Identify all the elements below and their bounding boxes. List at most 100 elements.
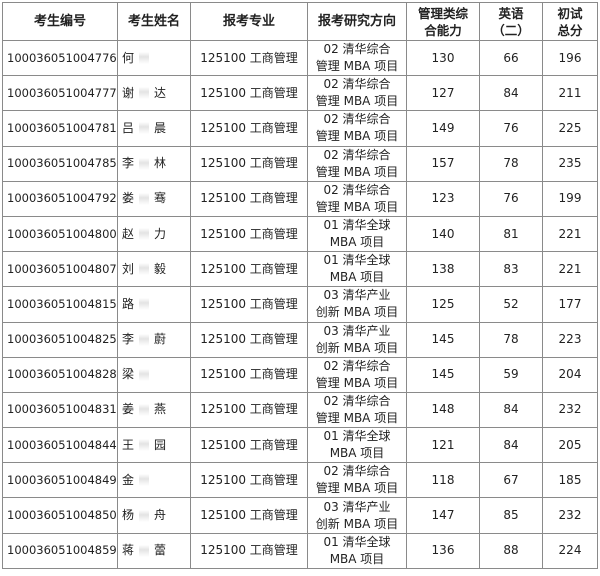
header-name: 考生姓名: [117, 2, 191, 41]
header-total-label: 初试总分: [557, 5, 583, 38]
direction: 02 清华综合 管理 MBA 项目: [307, 462, 407, 499]
total-score: 232: [542, 497, 598, 534]
candidate-name: 赵力: [117, 215, 191, 253]
given-name: 骞: [154, 191, 167, 206]
total-score: 185: [542, 462, 598, 499]
major: 125100 工商管理: [190, 75, 308, 112]
masked-char: [139, 403, 150, 416]
english-score: 83: [479, 251, 543, 288]
table-row: 100036051004800 赵力 125100 工商管理 01 清华全球 MBA 项…: [2, 215, 598, 253]
score-table: 考生编号 考生姓名 报考专业 报考研究方向 管理类综 合能力 英语（二） 初试总分…: [2, 2, 598, 569]
direction: 02 清华综合 管理 MBA 项目: [307, 356, 407, 393]
surname: 姜: [122, 402, 135, 417]
total-score: 196: [542, 39, 598, 77]
given-name: 园: [154, 437, 167, 452]
direction-line-1: 02 清华综合: [323, 42, 391, 57]
direction: 01 清华全球 MBA 项目: [307, 215, 407, 253]
major: 125100 工商管理: [190, 39, 308, 77]
direction-line-2: 管理 MBA 项目: [315, 59, 399, 74]
masked-char: [139, 368, 150, 381]
total-score: 223: [542, 321, 598, 358]
major: 125100 工商管理: [190, 286, 308, 323]
english-score: 76: [479, 180, 543, 217]
direction-line-1: 02 清华综合: [323, 77, 391, 92]
mgmt-score: 145: [406, 321, 480, 358]
header-english: 英语（二）: [479, 2, 543, 41]
major: 125100 工商管理: [190, 180, 308, 217]
direction-line-2: 管理 MBA 项目: [315, 129, 399, 144]
english-score: 81: [479, 215, 543, 253]
direction: 03 清华产业 创新 MBA 项目: [307, 286, 407, 323]
english-score: 76: [479, 110, 543, 147]
direction-line-1: 03 清华产业: [323, 288, 391, 303]
masked-char: [139, 333, 150, 346]
major: 125100 工商管理: [190, 497, 308, 534]
direction-line-2: 管理 MBA 项目: [315, 410, 399, 425]
mgmt-score: 149: [406, 110, 480, 147]
total-score: 204: [542, 356, 598, 393]
candidate-id: 100036051004825: [2, 321, 118, 358]
candidate-name: 姜燕: [117, 391, 191, 429]
masked-char: [139, 544, 150, 557]
mgmt-score: 118: [406, 462, 480, 499]
candidate-id: 100036051004844: [2, 427, 118, 464]
surname: 王: [122, 437, 135, 452]
table-row: 100036051004831 姜燕 125100 工商管理 02 清华综合 管理 MB…: [2, 391, 598, 429]
english-score: 52: [479, 286, 543, 323]
direction: 02 清华综合 管理 MBA 项目: [307, 391, 407, 429]
surname: 路: [122, 296, 135, 311]
direction: 02 清华综合 管理 MBA 项目: [307, 145, 407, 182]
candidate-id: 100036051004831: [2, 391, 118, 429]
direction-line-2: MBA 项目: [329, 446, 385, 461]
candidate-name: 娄骞: [117, 180, 191, 217]
table-row: 100036051004776 何 125100 工商管理 02 清华综合 管理 MBA…: [2, 39, 598, 77]
candidate-id: 100036051004776: [2, 39, 118, 77]
table-row: 100036051004849 金 125100 工商管理 02 清华综合 管理 MBA…: [2, 462, 598, 499]
surname: 梁: [122, 367, 135, 382]
table-row: 100036051004825 李蔚 125100 工商管理 03 清华产业 创新 MB…: [2, 321, 598, 358]
direction-line-1: 02 清华综合: [323, 112, 391, 127]
major: 125100 工商管理: [190, 110, 308, 147]
candidate-id: 100036051004849: [2, 462, 118, 499]
surname: 谢: [122, 85, 135, 100]
masked-char: [139, 157, 150, 170]
masked-char: [139, 228, 150, 241]
direction-line-1: 03 清华产业: [323, 323, 391, 338]
direction-line-2: 管理 MBA 项目: [315, 94, 399, 109]
candidate-name: 何: [117, 39, 191, 77]
surname: 金: [122, 472, 135, 487]
mgmt-score: 121: [406, 427, 480, 464]
total-score: 221: [542, 215, 598, 253]
candidate-name: 李林: [117, 145, 191, 182]
direction: 02 清华综合 管理 MBA 项目: [307, 110, 407, 147]
english-score: 84: [479, 75, 543, 112]
direction-line-1: 02 清华综合: [323, 182, 391, 197]
given-name: 蕾: [154, 543, 167, 558]
candidate-id: 100036051004850: [2, 497, 118, 534]
header-direction: 报考研究方向: [307, 2, 407, 41]
major: 125100 工商管理: [190, 145, 308, 182]
candidate-id: 100036051004792: [2, 180, 118, 217]
candidate-id: 100036051004859: [2, 532, 118, 569]
surname: 杨: [122, 508, 135, 523]
total-score: 225: [542, 110, 598, 147]
surname: 赵: [122, 226, 135, 241]
direction-line-2: MBA 项目: [329, 270, 385, 285]
direction: 03 清华产业 创新 MBA 项目: [307, 321, 407, 358]
direction-line-2: MBA 项目: [329, 551, 385, 566]
masked-char: [139, 439, 150, 452]
direction: 02 清华综合 管理 MBA 项目: [307, 75, 407, 112]
english-score: 88: [479, 532, 543, 569]
candidate-name: 金: [117, 462, 191, 499]
direction-line-2: 管理 MBA 项目: [315, 481, 399, 496]
mgmt-score: 136: [406, 532, 480, 569]
given-name: 毅: [154, 261, 167, 276]
direction-line-2: 管理 MBA 项目: [315, 164, 399, 179]
mgmt-score: 138: [406, 251, 480, 288]
candidate-id: 100036051004777: [2, 75, 118, 112]
english-score: 66: [479, 39, 543, 77]
direction-line-2: 管理 MBA 项目: [315, 199, 399, 214]
direction-line-2: MBA 项目: [329, 235, 385, 250]
masked-char: [139, 87, 150, 100]
table-row: 100036051004859 蒋蕾 125100 工商管理 01 清华全球 MBA 项…: [2, 532, 598, 569]
